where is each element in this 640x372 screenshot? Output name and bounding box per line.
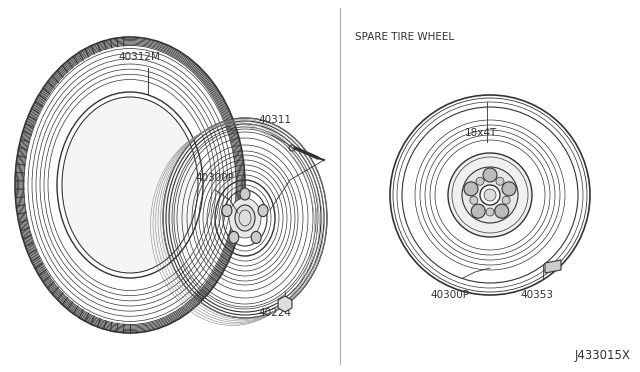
Text: 40312M: 40312M (118, 52, 160, 62)
Ellipse shape (470, 196, 478, 204)
Ellipse shape (502, 196, 510, 204)
Polygon shape (278, 296, 292, 312)
Ellipse shape (63, 98, 197, 272)
Ellipse shape (486, 208, 494, 216)
Ellipse shape (235, 205, 255, 231)
Text: 40353: 40353 (520, 290, 553, 300)
Text: 40300P: 40300P (430, 290, 469, 300)
Text: J433015X: J433015X (574, 349, 630, 362)
Ellipse shape (471, 204, 485, 218)
Polygon shape (545, 260, 561, 273)
Ellipse shape (281, 300, 289, 308)
Ellipse shape (258, 205, 268, 217)
Text: 18x4T: 18x4T (465, 128, 497, 138)
Text: SPARE TIRE WHEEL: SPARE TIRE WHEEL (355, 32, 454, 42)
Ellipse shape (222, 205, 232, 217)
Ellipse shape (480, 185, 500, 205)
Text: 40311: 40311 (258, 115, 291, 125)
Ellipse shape (476, 177, 484, 185)
Ellipse shape (229, 231, 239, 243)
Ellipse shape (251, 231, 261, 243)
Ellipse shape (496, 177, 504, 185)
Ellipse shape (229, 198, 261, 238)
Ellipse shape (483, 168, 497, 182)
Ellipse shape (464, 182, 478, 196)
Ellipse shape (448, 153, 532, 237)
Ellipse shape (495, 204, 509, 218)
Text: 40300P: 40300P (195, 173, 234, 183)
Ellipse shape (502, 182, 516, 196)
Ellipse shape (484, 189, 496, 201)
Text: 40224: 40224 (258, 308, 291, 318)
Ellipse shape (240, 188, 250, 200)
Ellipse shape (462, 167, 518, 223)
